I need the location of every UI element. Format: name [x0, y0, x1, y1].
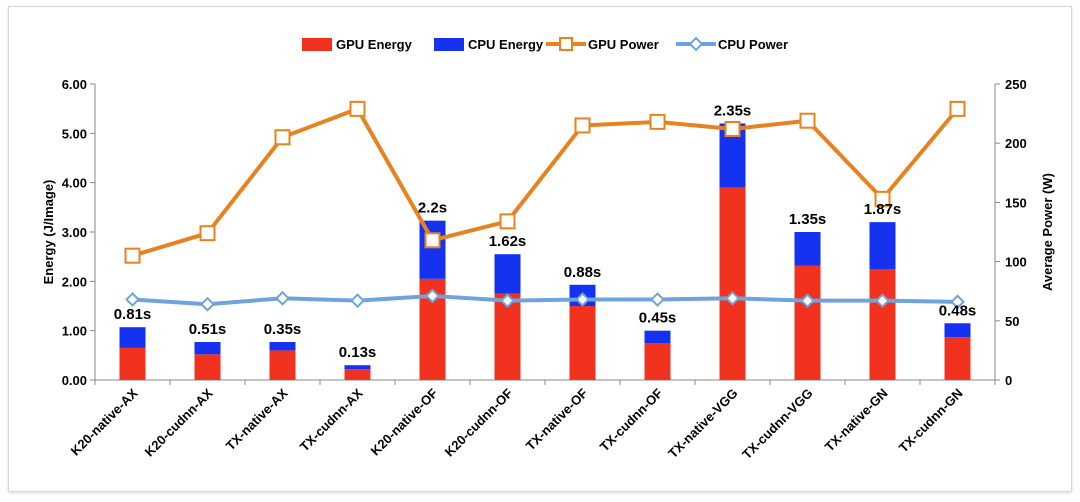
cpu-power-marker: [875, 293, 890, 309]
labels: 0.81s 0.51s 0.35s 0.13s 2.2s 1.62s 0.88s 0.45s 2…: [114, 102, 977, 361]
cpu-power-marker: [650, 292, 665, 307]
y-right-tick-label: 250: [1005, 77, 1027, 92]
y-left-axis-title: Energy (J/Image): [41, 180, 56, 285]
cpu-energy-legend-swatch: [434, 38, 464, 51]
gpu-energy-bar: [119, 347, 146, 380]
cpu-power-marker: [275, 290, 290, 306]
x-tick-label: TX-cudnn-AX: [297, 385, 366, 454]
bar-time-label: 0.48s: [939, 302, 977, 319]
x-tick-label: TX-native-VGG: [665, 386, 740, 461]
cpu-power-legend-marker: [688, 36, 704, 52]
y-right-tick-label: 0: [1005, 373, 1012, 388]
y-left-tick-label: 0.00: [62, 373, 87, 388]
bars: [119, 123, 971, 380]
x-tick-label: K20-cudnn-OF: [442, 385, 516, 459]
cpu-power-legend-label: CPU Power: [718, 37, 788, 52]
gpu-energy-bar: [794, 265, 821, 380]
axes: 0.00 1.00 2.00 3.00 4.00 5.00 6.00 0 50 100 150 200…: [41, 77, 1055, 462]
gpu-power-marker: [724, 120, 741, 137]
cpu-energy-bar: [344, 365, 371, 370]
bar-time-label: 0.35s: [264, 321, 302, 338]
bar-time-label: 0.81s: [114, 306, 152, 323]
gpu-power-marker: [499, 213, 516, 230]
cpu-power-marker: [725, 290, 740, 306]
cpu-power-marker: [800, 293, 815, 309]
gpu-power-marker: [874, 190, 891, 207]
gpu-energy-legend-label: GPU Energy: [336, 37, 413, 52]
bar-time-label: 1.62s: [489, 233, 527, 250]
bar-time-label: 2.35s: [714, 102, 752, 119]
cpu-energy-bar: [869, 222, 896, 269]
y-right-axis-title: Average Power (W): [1040, 173, 1055, 291]
y-right-tick-label: 150: [1005, 195, 1027, 210]
y-left-tick-label: 5.00: [62, 126, 87, 141]
gpu-energy-bar: [194, 354, 221, 380]
cpu-energy-legend-label: CPU Energy: [468, 37, 544, 52]
cpu-energy-bar: [194, 342, 221, 355]
gpu-power-marker: [649, 113, 666, 130]
gpu-energy-bar: [719, 187, 746, 380]
gpu-power-marker: [949, 100, 966, 117]
cpu-power-marker: [425, 288, 440, 304]
y-left-tick-label: 3.00: [62, 225, 87, 240]
gpu-power-marker: [799, 112, 816, 129]
cpu-power-marker: [350, 293, 365, 309]
y-left-tick-label: 6.00: [62, 77, 87, 92]
gpu-power-marker: [199, 225, 216, 242]
y-left-tick-label: 2.00: [62, 274, 87, 289]
cpu-energy-bar: [119, 327, 146, 348]
bar-time-label: 0.51s: [189, 321, 227, 338]
cpu-power-marker: [125, 292, 140, 307]
bar-time-label: 0.45s: [639, 310, 677, 327]
gpu-energy-legend-swatch: [302, 38, 332, 51]
cpu-energy-bar: [644, 330, 671, 343]
gpu-energy-bar: [269, 350, 296, 380]
y-left-tick-label: 1.00: [62, 324, 87, 339]
x-tick-label: TX-native-AX: [223, 385, 291, 453]
gpu-energy-bar: [944, 337, 971, 380]
cpu-power-marker: [500, 293, 515, 309]
x-tick-label: TX-native-GN: [822, 386, 891, 455]
legend: GPU Energy CPU Energy GPU Power CPU Power: [302, 36, 788, 52]
cpu-energy-bar: [944, 323, 971, 338]
cpu-energy-bar: [419, 220, 446, 279]
cpu-power-line: [132, 293, 958, 307]
gpu-power-legend-label: GPU Power: [588, 37, 659, 52]
x-tick-label: K20-native-AX: [68, 385, 141, 458]
lines: [124, 100, 966, 312]
gpu-power-legend-marker: [559, 37, 573, 51]
gpu-power-line: [131, 106, 960, 258]
bar-time-label: 0.13s: [339, 344, 377, 361]
gpu-power-marker: [124, 247, 141, 264]
y-right-tick-label: 50: [1005, 314, 1019, 329]
gpu-energy-bar: [344, 369, 371, 380]
x-tick-label: TX-cudnn-OF: [597, 385, 666, 454]
gpu-energy-bar: [869, 269, 896, 380]
gpu-power-marker: [574, 117, 591, 134]
x-tick-label: K20-cudnn-AX: [142, 385, 216, 459]
y-left-tick-label: 4.00: [62, 176, 87, 191]
x-tick-label: TX-cudnn-GN: [896, 386, 966, 456]
gpu-power-marker: [274, 129, 291, 146]
gpu-power-marker: [424, 232, 441, 249]
cpu-power-marker: [200, 296, 215, 312]
gpu-power-marker: [349, 100, 366, 117]
y-right-tick-label: 100: [1005, 255, 1027, 270]
bar-time-label: 0.88s: [564, 264, 602, 281]
cpu-energy-bar: [269, 342, 296, 351]
cpu-power-marker: [950, 294, 965, 310]
x-tick-label: K20-native-OF: [368, 385, 441, 458]
cpu-energy-bar: [494, 254, 521, 294]
gpu-energy-bar: [569, 306, 596, 380]
x-tick-label: TX-cudnn-VGG: [739, 386, 815, 462]
bar-time-label: 1.87s: [864, 201, 902, 218]
bar-time-label: 2.2s: [418, 200, 447, 217]
cpu-energy-bar: [794, 232, 821, 266]
x-tick-label: TX-native-OF: [523, 385, 591, 453]
bar-time-label: 1.35s: [789, 211, 827, 228]
gpu-energy-bar: [644, 343, 671, 380]
y-right-tick-label: 200: [1005, 136, 1027, 151]
cpu-power-marker: [575, 292, 590, 307]
